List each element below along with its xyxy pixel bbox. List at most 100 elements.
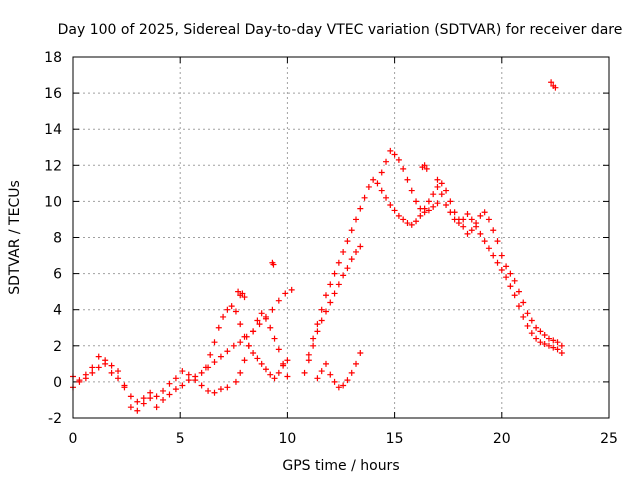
- data-point: [357, 243, 364, 250]
- data-point: [353, 360, 360, 367]
- data-point: [494, 259, 501, 266]
- data-point: [301, 369, 308, 376]
- data-point: [464, 230, 471, 237]
- data-point: [134, 398, 141, 405]
- x-tick-label: 20: [493, 431, 511, 447]
- series-track-11: [434, 176, 565, 349]
- data-point: [443, 202, 450, 209]
- y-tick-label: 8: [53, 231, 62, 247]
- data-point: [254, 317, 261, 324]
- series-track-8: [305, 176, 565, 358]
- data-point: [275, 369, 282, 376]
- data-point: [202, 364, 209, 371]
- data-point: [331, 270, 338, 277]
- data-point: [503, 263, 510, 270]
- data-point: [387, 147, 394, 154]
- data-point: [460, 223, 467, 230]
- data-point: [498, 252, 505, 259]
- data-point: [269, 306, 276, 313]
- data-point: [550, 337, 557, 344]
- data-point: [464, 211, 471, 218]
- data-point: [511, 277, 518, 284]
- data-point: [348, 369, 355, 376]
- data-point: [215, 324, 222, 331]
- data-point: [413, 198, 420, 205]
- data-point: [153, 404, 160, 411]
- data-point: [258, 310, 265, 317]
- y-tick-label: 10: [44, 194, 62, 210]
- data-point: [520, 299, 527, 306]
- data-point: [503, 274, 510, 281]
- data-point: [267, 324, 274, 331]
- data-point: [533, 324, 540, 331]
- data-point: [134, 407, 141, 414]
- data-point: [515, 288, 522, 295]
- data-point: [485, 216, 492, 223]
- data-point: [160, 387, 167, 394]
- data-point: [481, 238, 488, 245]
- data-point: [327, 299, 334, 306]
- series-track-13: [314, 350, 364, 391]
- y-tick-label: 6: [53, 267, 62, 283]
- data-point: [237, 339, 244, 346]
- data-point: [89, 364, 96, 371]
- data-point: [451, 209, 458, 216]
- data-point: [237, 369, 244, 376]
- data-point: [76, 377, 83, 384]
- data-point: [160, 396, 167, 403]
- data-point: [511, 292, 518, 299]
- data-point: [395, 212, 402, 219]
- data-point: [528, 330, 535, 337]
- data-point: [340, 248, 347, 255]
- data-point: [541, 340, 548, 347]
- data-point: [494, 238, 501, 245]
- data-point: [241, 357, 248, 364]
- data-point: [166, 391, 173, 398]
- x-tick-label: 15: [386, 431, 404, 447]
- data-point: [121, 384, 128, 391]
- data-point: [217, 353, 224, 360]
- data-point: [421, 162, 428, 169]
- data-point: [387, 202, 394, 209]
- data-point: [481, 209, 488, 216]
- data-point: [318, 306, 325, 313]
- data-point: [507, 270, 514, 277]
- data-point: [331, 290, 338, 297]
- data-point: [275, 346, 282, 353]
- data-point: [224, 306, 231, 313]
- data-point: [322, 308, 329, 315]
- data-point: [230, 342, 237, 349]
- data-point: [314, 328, 321, 335]
- data-point: [344, 265, 351, 272]
- data-point: [335, 281, 342, 288]
- series-track-6: [269, 259, 277, 268]
- series-track-4: [232, 310, 291, 385]
- series-track-5: [235, 288, 248, 301]
- data-point: [95, 364, 102, 371]
- data-point: [127, 393, 134, 400]
- data-point: [318, 368, 325, 375]
- chart-title: Day 100 of 2025, Sidereal Day-to-day VTE…: [58, 22, 623, 38]
- data-point: [327, 371, 334, 378]
- data-point: [327, 281, 334, 288]
- data-point: [477, 212, 484, 219]
- data-point: [179, 368, 186, 375]
- data-point: [310, 342, 317, 349]
- data-point: [515, 303, 522, 310]
- data-point: [391, 151, 398, 158]
- data-point: [353, 216, 360, 223]
- plot-frame: [72, 56, 610, 419]
- data-point: [82, 371, 89, 378]
- data-point: [198, 382, 205, 389]
- data-point: [548, 79, 555, 86]
- data-point: [413, 218, 420, 225]
- data-point: [270, 261, 277, 268]
- data-point: [430, 191, 437, 198]
- data-point: [417, 205, 424, 212]
- ticks-layer: 0 5 10 15 20 25 -2 0 2 4 6 8 10 12 14 16 18: [44, 50, 618, 447]
- y-tick-label: -2: [48, 411, 62, 427]
- data-point: [262, 315, 269, 322]
- data-point: [205, 387, 212, 394]
- data-point: [344, 377, 351, 384]
